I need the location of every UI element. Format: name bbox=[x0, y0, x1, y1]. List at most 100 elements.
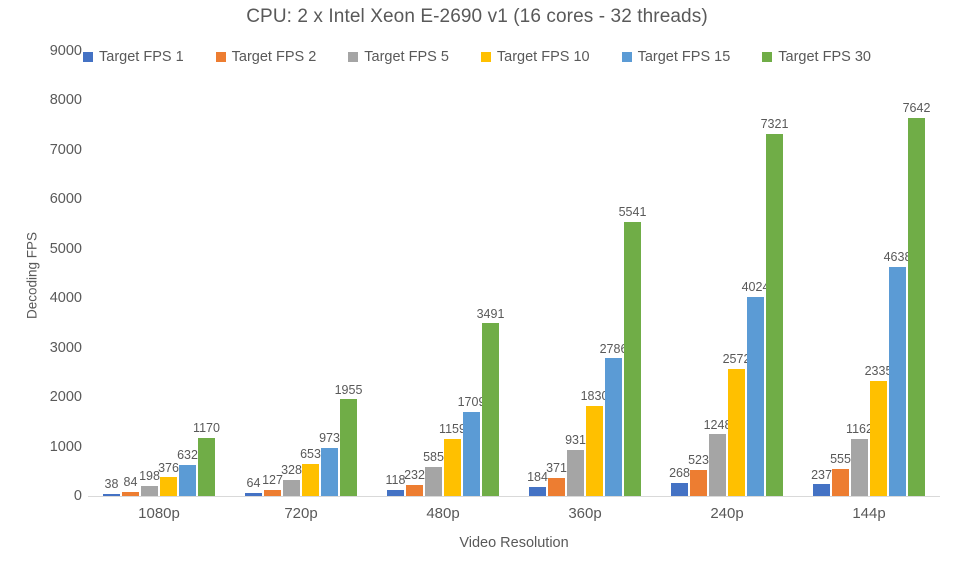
bar-column: 198 bbox=[139, 470, 160, 496]
bar-column: 376 bbox=[158, 461, 179, 496]
bar[interactable] bbox=[766, 134, 783, 496]
y-axis-tick-label: 7000 bbox=[49, 141, 82, 158]
legend-item-label: Target FPS 5 bbox=[364, 49, 449, 65]
bar[interactable] bbox=[444, 438, 461, 496]
bar-column: 127 bbox=[262, 473, 283, 496]
legend-item-5[interactable]: Target FPS 15 bbox=[621, 49, 730, 65]
bar-value-label: 4638 bbox=[883, 249, 912, 264]
bar-column: 64 bbox=[245, 476, 262, 496]
plot-area: 38 84 198 376 632 1170 64 127 328 653 973 1955 118 23… bbox=[88, 51, 940, 496]
bar-value-label: 973 bbox=[319, 431, 340, 446]
bar[interactable] bbox=[482, 323, 499, 496]
bar-value-label: 5541 bbox=[618, 205, 647, 220]
legend-swatch-icon bbox=[215, 52, 226, 62]
x-axis-tick-label: 720p bbox=[284, 505, 318, 522]
bar[interactable] bbox=[690, 470, 707, 496]
legend-item-label: Target FPS 2 bbox=[231, 49, 317, 65]
bar-value-label: 523 bbox=[688, 453, 709, 468]
bar-value-label: 2335 bbox=[864, 363, 893, 378]
legend-item-4[interactable]: Target FPS 10 bbox=[480, 49, 590, 65]
bar[interactable] bbox=[832, 468, 849, 496]
bar[interactable] bbox=[160, 477, 177, 496]
bar[interactable] bbox=[548, 477, 565, 496]
bar[interactable] bbox=[141, 486, 158, 496]
chart-legend: Target FPS 1 Target FPS 2 Target FPS 5 Targ… bbox=[0, 49, 954, 65]
legend-swatch-icon bbox=[348, 52, 359, 62]
y-axis-tick-label: 8000 bbox=[49, 92, 82, 109]
bar-value-label: 1709 bbox=[457, 394, 486, 409]
bar-value-label: 232 bbox=[404, 467, 425, 482]
legend-item-1[interactable]: Target FPS 1 bbox=[83, 49, 184, 65]
bar[interactable] bbox=[529, 486, 546, 496]
bar-value-label: 184 bbox=[527, 470, 548, 485]
bar-column: 371 bbox=[546, 461, 567, 496]
legend-item-label: Target FPS 10 bbox=[496, 49, 590, 65]
bar-value-label: 1170 bbox=[193, 421, 220, 436]
bar-value-label: 376 bbox=[158, 460, 179, 475]
bar[interactable] bbox=[586, 405, 603, 496]
bar-column: 1830 bbox=[581, 389, 608, 496]
legend-item-2[interactable]: Target FPS 2 bbox=[215, 49, 317, 65]
bar[interactable] bbox=[103, 494, 120, 496]
bar[interactable] bbox=[463, 411, 480, 496]
bar[interactable] bbox=[406, 484, 423, 496]
bar[interactable] bbox=[179, 464, 196, 496]
bar[interactable] bbox=[425, 467, 442, 496]
bar[interactable] bbox=[889, 266, 906, 496]
bar-value-label: 632 bbox=[177, 448, 198, 463]
bar[interactable] bbox=[387, 490, 404, 496]
bar[interactable] bbox=[245, 492, 262, 496]
x-axis-line bbox=[88, 496, 940, 497]
bar[interactable] bbox=[813, 484, 830, 496]
bar-column: 2335 bbox=[865, 364, 892, 496]
bar-value-label: 1830 bbox=[580, 388, 609, 403]
legend-swatch-icon bbox=[762, 52, 773, 62]
bar[interactable] bbox=[283, 479, 300, 496]
bar-column: 328 bbox=[281, 463, 302, 496]
y-axis-tick-label: 9000 bbox=[49, 43, 82, 59]
bar[interactable] bbox=[605, 358, 622, 496]
bar[interactable] bbox=[671, 482, 688, 496]
bar-column: 653 bbox=[300, 447, 321, 496]
bar[interactable] bbox=[728, 368, 745, 496]
bar[interactable] bbox=[624, 222, 641, 496]
bar-value-label: 1159 bbox=[439, 421, 466, 436]
bar-group: 268 523 1248 2572 4024 7321 bbox=[669, 51, 788, 496]
bar[interactable] bbox=[198, 438, 215, 496]
bar-column: 2786 bbox=[600, 342, 627, 496]
bar[interactable] bbox=[709, 434, 726, 496]
bar[interactable] bbox=[870, 380, 887, 496]
bar-value-label: 127 bbox=[262, 472, 283, 487]
bar[interactable] bbox=[264, 489, 281, 496]
bar[interactable] bbox=[908, 118, 925, 496]
bar-value-label: 1162 bbox=[846, 421, 873, 436]
bar-column: 3491 bbox=[477, 307, 504, 496]
y-axis-tick-label: 5000 bbox=[49, 240, 82, 257]
bar[interactable] bbox=[851, 438, 868, 496]
bar[interactable] bbox=[340, 399, 357, 496]
legend-item-3[interactable]: Target FPS 5 bbox=[348, 49, 449, 65]
bar-group: 118 232 585 1159 1709 3491 bbox=[386, 51, 504, 496]
bar[interactable] bbox=[567, 449, 584, 496]
bar[interactable] bbox=[122, 491, 139, 496]
bar-column: 237 bbox=[811, 468, 832, 496]
bar-column: 555 bbox=[830, 452, 851, 496]
bar-column: 1248 bbox=[704, 418, 731, 496]
bar-value-label: 328 bbox=[281, 463, 302, 478]
bar[interactable] bbox=[302, 463, 319, 496]
y-axis-tick-label: 4000 bbox=[49, 290, 82, 307]
bar-group: 184 371 931 1830 2786 5541 bbox=[527, 51, 646, 496]
legend-item-label: Target FPS 30 bbox=[778, 49, 871, 65]
legend-item-6[interactable]: Target FPS 30 bbox=[762, 49, 871, 65]
bar-column: 84 bbox=[122, 475, 139, 496]
bar-column: 585 bbox=[423, 451, 444, 496]
legend-swatch-icon bbox=[480, 52, 491, 62]
bar-value-label: 1248 bbox=[703, 417, 732, 432]
bar[interactable] bbox=[321, 447, 338, 496]
bar-column: 38 bbox=[103, 478, 120, 496]
bar[interactable] bbox=[747, 297, 764, 496]
bar-group: 64 127 328 653 973 1955 bbox=[245, 51, 362, 496]
legend-swatch-icon bbox=[83, 52, 94, 62]
bar-value-label: 2786 bbox=[599, 341, 628, 356]
bar-column: 1162 bbox=[846, 422, 873, 496]
